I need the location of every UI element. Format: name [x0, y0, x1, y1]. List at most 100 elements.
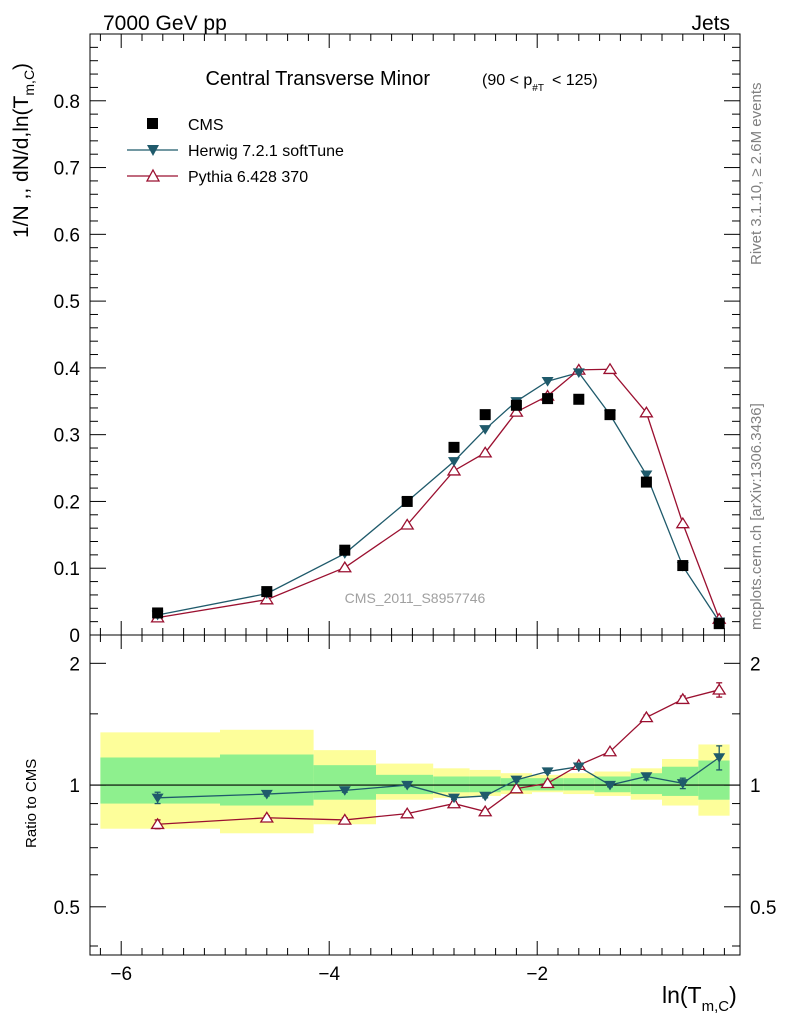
y-tick-label: 0.2: [54, 492, 80, 513]
legend-cms-marker: [147, 118, 158, 129]
legend-pythia-label: Pythia 6.428 370: [188, 169, 308, 186]
legend-herwig-marker: [147, 145, 159, 156]
cms-point: [152, 607, 164, 619]
ratio-y-tick-label-right: 0.5: [750, 898, 776, 919]
cms-point: [339, 544, 351, 556]
uncertainty-bands: [100, 729, 730, 834]
pythia-ratio-point: [540, 776, 555, 789]
chart-title-range: (90 < p#T < 125): [482, 72, 598, 94]
main-series: [150, 362, 727, 630]
ratio-y-tick-label: 2: [69, 654, 80, 675]
herwig-ratio-point: [572, 762, 585, 773]
herwig-ratio-point: [479, 791, 492, 802]
band-green: [469, 776, 501, 793]
pythia-ratio-point: [259, 811, 274, 823]
x-tick-label: −2: [526, 964, 548, 985]
analysis-watermark: CMS_2011_S8957746: [345, 590, 486, 606]
legend-herwig-label: Herwig 7.2.1 softTune: [188, 143, 344, 160]
pythia-point: [509, 405, 524, 417]
cms-point: [542, 393, 554, 405]
y-tick-label: 0.6: [54, 225, 80, 246]
herwig-point: [479, 425, 492, 435]
pythia-line: [157, 368, 720, 620]
pythia-point: [337, 560, 352, 573]
herwig-ratio-point: [338, 786, 351, 796]
herwig-point: [640, 470, 653, 481]
pythia-ratio-point: [400, 806, 415, 819]
title-range-sub: #T: [532, 83, 544, 94]
pythia-ratio-point: [509, 781, 524, 794]
x-axis-label: ln(Tm,C): [662, 982, 737, 1015]
herwig-ratio-point: [401, 780, 414, 791]
herwig-ratio-point: [640, 772, 653, 782]
ratio-y-tick-label-right: 2: [750, 654, 761, 675]
pythia-ratio-point: [712, 683, 727, 695]
x-tick-label: −6: [110, 964, 132, 985]
rivet-label: Rivet 3.1.10, ≥ 2.6M events: [748, 83, 765, 266]
pythia-ratio-point: [675, 692, 690, 705]
band-green: [698, 760, 730, 800]
herwig-ratio-point: [260, 789, 273, 800]
y-tick-label: 0.4: [54, 359, 81, 380]
ratio-y-tick-label: 0.5: [54, 898, 80, 919]
pythia-point: [639, 406, 654, 418]
cms-point: [479, 409, 491, 421]
x-label-pre: ln(T: [662, 982, 702, 1008]
legend-cms-label: CMS: [188, 117, 224, 134]
herwig-point: [448, 457, 460, 467]
cms-point: [261, 586, 273, 598]
herwig-ratio-point: [713, 753, 726, 763]
cms-point: [604, 409, 616, 421]
chart-title: Central Transverse Minor: [205, 68, 430, 90]
band-green: [433, 776, 470, 793]
x-tick-label: −4: [318, 964, 340, 985]
pythia-point: [602, 362, 618, 375]
herwig-ratio-point: [676, 779, 689, 789]
cms-point: [640, 476, 652, 488]
y-label-sub: m,C: [21, 70, 37, 96]
cms-point: [510, 399, 522, 411]
herwig-ratio-point: [604, 780, 616, 791]
herwig-ratio-point: [510, 775, 523, 786]
herwig-ratio-point: [541, 767, 554, 777]
pythia-point: [259, 592, 274, 605]
pythia-ratio-point: [639, 710, 654, 723]
title-range-post: < 125): [552, 72, 598, 89]
cms-point: [677, 560, 689, 572]
y-tick-label-zero: 0: [69, 626, 80, 647]
y-tick-label: 0.8: [54, 92, 80, 113]
jets-label: Jets: [691, 12, 730, 35]
y-label-pre: 1/N ,, dN/d,ln(T: [10, 95, 33, 238]
band-green: [563, 778, 595, 791]
pythia-point: [675, 516, 690, 529]
ratio-y-tick-label: 1: [69, 776, 80, 797]
herwig-line: [157, 371, 720, 623]
ratio-plot-frame: [89, 634, 741, 956]
herwig-ratio-point: [151, 793, 164, 804]
cms-point: [401, 495, 413, 507]
cms-point: [713, 618, 725, 630]
y-axis-label: 1/N ,, dN/d,ln(Tm,C): [10, 63, 37, 238]
pythia-point: [446, 464, 462, 476]
y-tick-label: 0.1: [54, 559, 80, 580]
ratio-series: [150, 682, 727, 830]
pythia-ratio-point: [150, 817, 165, 830]
x-label-sub: m,C: [702, 998, 730, 1015]
herwig-point: [572, 368, 585, 378]
herwig-ratio-point: [448, 793, 460, 804]
y-tick-label: 0.7: [54, 159, 80, 180]
x-label-post: ): [729, 982, 737, 1008]
herwig-point: [541, 377, 554, 387]
energy-label: 7000 GeV pp: [103, 12, 227, 35]
pythia-ratio-point: [602, 744, 618, 757]
pythia-point: [400, 518, 415, 530]
legend-pythia-marker: [145, 168, 161, 182]
pythia-ratio-point: [478, 804, 493, 817]
pythia-ratio-point: [337, 813, 352, 825]
legend: CMS Herwig 7.2.1 softTune Pythia 6.428 3…: [127, 117, 344, 186]
y-label-post: ): [10, 63, 33, 70]
cms-point: [573, 393, 585, 405]
chart-marks: −6 −4 −2 0.1 0.2 0.3 0.4 0.5 0.6 0.7 0.8 0 0.5 0.5 1 1 2…: [54, 33, 776, 985]
title-range-pre: (90 < p: [482, 72, 532, 89]
